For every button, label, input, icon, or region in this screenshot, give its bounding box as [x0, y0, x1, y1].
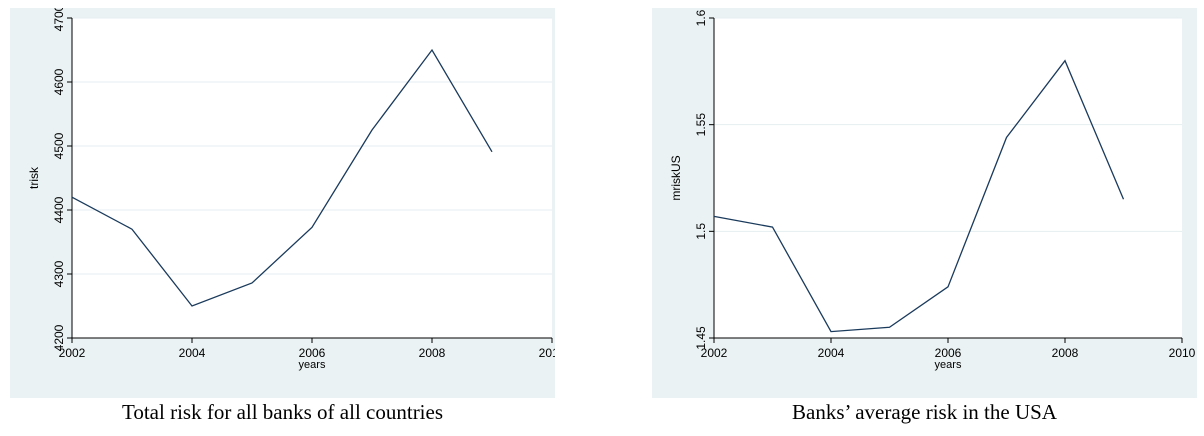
caption-us-risk: Banks’ average risk in the USA [792, 400, 1057, 424]
series-line [71, 48, 493, 307]
plot-area [714, 18, 1182, 338]
y-tick-label: 1.55 [694, 113, 708, 137]
x-tick-label: 2002 [701, 346, 728, 360]
chart-total-risk: 4200 4300 4400 4500 4600 4700 2002 2004 2006 2008… [27, 8, 555, 371]
plot-area [72, 18, 552, 338]
x-tick-label: 2008 [1052, 346, 1079, 360]
y-axis-title: mriskUS [669, 155, 683, 200]
y-tick-label: 4700 [52, 8, 66, 31]
x-tick-label: 2006 [935, 346, 962, 360]
y-tick-label: 4600 [52, 68, 66, 95]
x-tick-label: 2008 [419, 346, 446, 360]
chart-panel-us-risk: 1.45 1.5 1.55 1.6 2002 2004 2006 2008 2010 years m… [652, 8, 1197, 398]
x-tick-label: 2004 [179, 346, 206, 360]
x-tick-label: 2006 [299, 346, 326, 360]
y-tick-label: 4300 [52, 260, 66, 287]
x-tick-label: 2010 [1169, 346, 1196, 360]
y-tick-label: 1.5 [694, 223, 708, 240]
y-tick-label: 1.45 [694, 326, 708, 350]
y-tick-label: 1.6 [694, 9, 708, 26]
caption-total-risk: Total risk for all banks of all countrie… [121, 400, 444, 424]
x-axis-title: years [299, 359, 326, 371]
chart-panel-total-risk: 4200 4300 4400 4500 4600 4700 2002 2004 2006 2008… [10, 8, 555, 398]
chart-us-risk: 1.45 1.5 1.55 1.6 2002 2004 2006 2008 2010 years m… [669, 9, 1196, 371]
x-axis-title: years [935, 359, 962, 371]
y-tick-label: 4400 [52, 196, 66, 223]
x-tick-label: 2002 [59, 346, 86, 360]
series-line [713, 59, 1125, 333]
x-tick-label: 2010 [539, 346, 555, 360]
y-tick-label: 4500 [52, 132, 66, 159]
x-tick-label: 2004 [818, 346, 845, 360]
y-tick-label: 4200 [52, 324, 66, 351]
y-axis-title: trisk [27, 166, 41, 189]
